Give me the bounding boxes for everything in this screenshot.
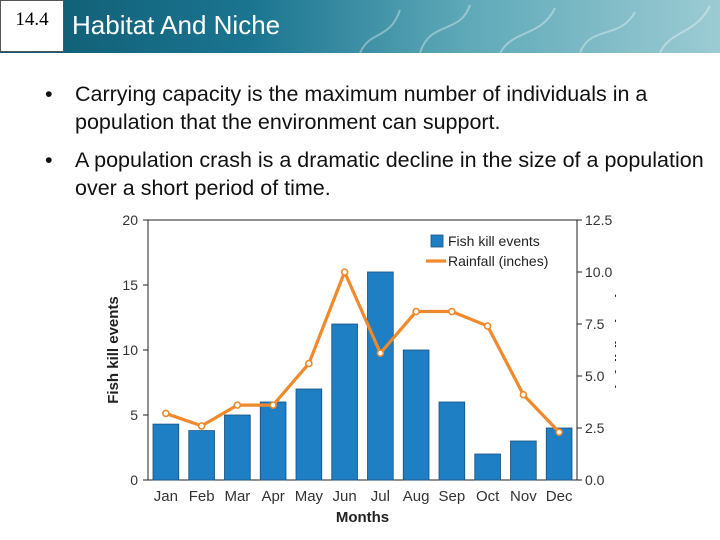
y-axis-title: Fish kill events: [105, 296, 122, 404]
y2-axis-title: Rainfall (inches): [613, 292, 616, 408]
bullet-symbol: •: [45, 148, 53, 172]
rainfall-point-mar: [233, 401, 242, 409]
y2-tick-label: 0.0: [585, 472, 605, 488]
coral-pattern-decoration: [359, 4, 711, 53]
rainfall-line: [165, 270, 561, 434]
y2-tick-label: 10.0: [585, 264, 612, 280]
section-number: 14.4: [0, 0, 64, 52]
bar-dec: [545, 427, 573, 481]
y-tick-label: 15: [122, 277, 138, 293]
bar-aug: [402, 349, 430, 481]
x-axis-title: Months: [336, 509, 389, 525]
y-tick-label: 20: [122, 212, 138, 228]
y2-tick-label: 12.5: [585, 212, 612, 228]
x-tick-label: Sep: [439, 488, 466, 505]
y-tick-label: 0: [130, 472, 138, 488]
x-tick-label: Oct: [476, 488, 500, 505]
rainfall-point-jul: [376, 349, 385, 357]
x-tick-label: Aug: [403, 488, 430, 505]
slide-title: Habitat And Niche: [72, 10, 281, 40]
y2-tick-label: 2.5: [585, 420, 605, 436]
y-tick-label: 10: [122, 342, 138, 358]
x-tick-label: Nov: [510, 488, 537, 505]
bar-feb: [188, 430, 215, 481]
x-tick-label: Jul: [371, 488, 390, 505]
rainfall-point-oct: [483, 322, 492, 330]
rainfall-point-jun: [340, 268, 349, 276]
bar-may: [295, 388, 323, 481]
rainfall-point-may: [305, 359, 313, 368]
y2-tick-label: 7.5: [585, 316, 605, 332]
legend-label-rainfall: Rainfall (inches): [448, 253, 548, 269]
rainfall-point-jan: [162, 409, 170, 418]
bullet-item: • A population crash is a dramatic decli…: [40, 146, 716, 202]
fish-kill-rainfall-chart: 0 5 10 15 20 0.0 2.5 5.0 7.5 10.0 12.5 Jan Feb Mar Apr…: [105, 212, 616, 525]
rainfall-point-feb: [197, 422, 206, 430]
x-tick-label: Mar: [224, 488, 250, 505]
rainfall-point-apr: [269, 401, 277, 409]
y2-tick-label: 5.0: [585, 368, 605, 384]
bar-mar: [224, 414, 251, 481]
header-band: [0, 0, 720, 53]
x-tick-label: Dec: [546, 488, 573, 505]
bar-jul: [367, 271, 394, 481]
bullet-item: • Carrying capacity is the maximum numbe…: [40, 80, 716, 136]
rainfall-point-aug: [412, 307, 420, 316]
x-tick-label: Apr: [261, 488, 284, 505]
bullet-text-population-crash: A population crash is a dramatic decline…: [75, 148, 704, 200]
bullet-list: • Carrying capacity is the maximum numbe…: [40, 80, 716, 212]
legend-label-fish-kill: Fish kill events: [448, 233, 540, 249]
y-tick-label: 5: [130, 407, 138, 423]
bar-oct: [474, 453, 501, 481]
x-tick-label: Jan: [154, 488, 178, 505]
rainfall-point-dec: [555, 428, 563, 436]
x-tick-label: May: [295, 488, 324, 505]
bullet-symbol: •: [45, 82, 53, 106]
rainfall-point-sep: [448, 307, 456, 316]
bar-apr: [259, 401, 287, 481]
bullet-text-carrying-capacity: Carrying capacity is the maximum number …: [75, 82, 648, 134]
x-tick-label: Feb: [189, 488, 215, 505]
x-tick-label: Jun: [333, 488, 357, 505]
bar-nov: [510, 440, 537, 481]
bar-jan: [152, 423, 180, 481]
legend-swatch-fish-kill: [430, 234, 444, 248]
bar-jun: [331, 323, 358, 481]
rainfall-point-nov: [519, 390, 528, 399]
bar-sep: [438, 401, 466, 481]
